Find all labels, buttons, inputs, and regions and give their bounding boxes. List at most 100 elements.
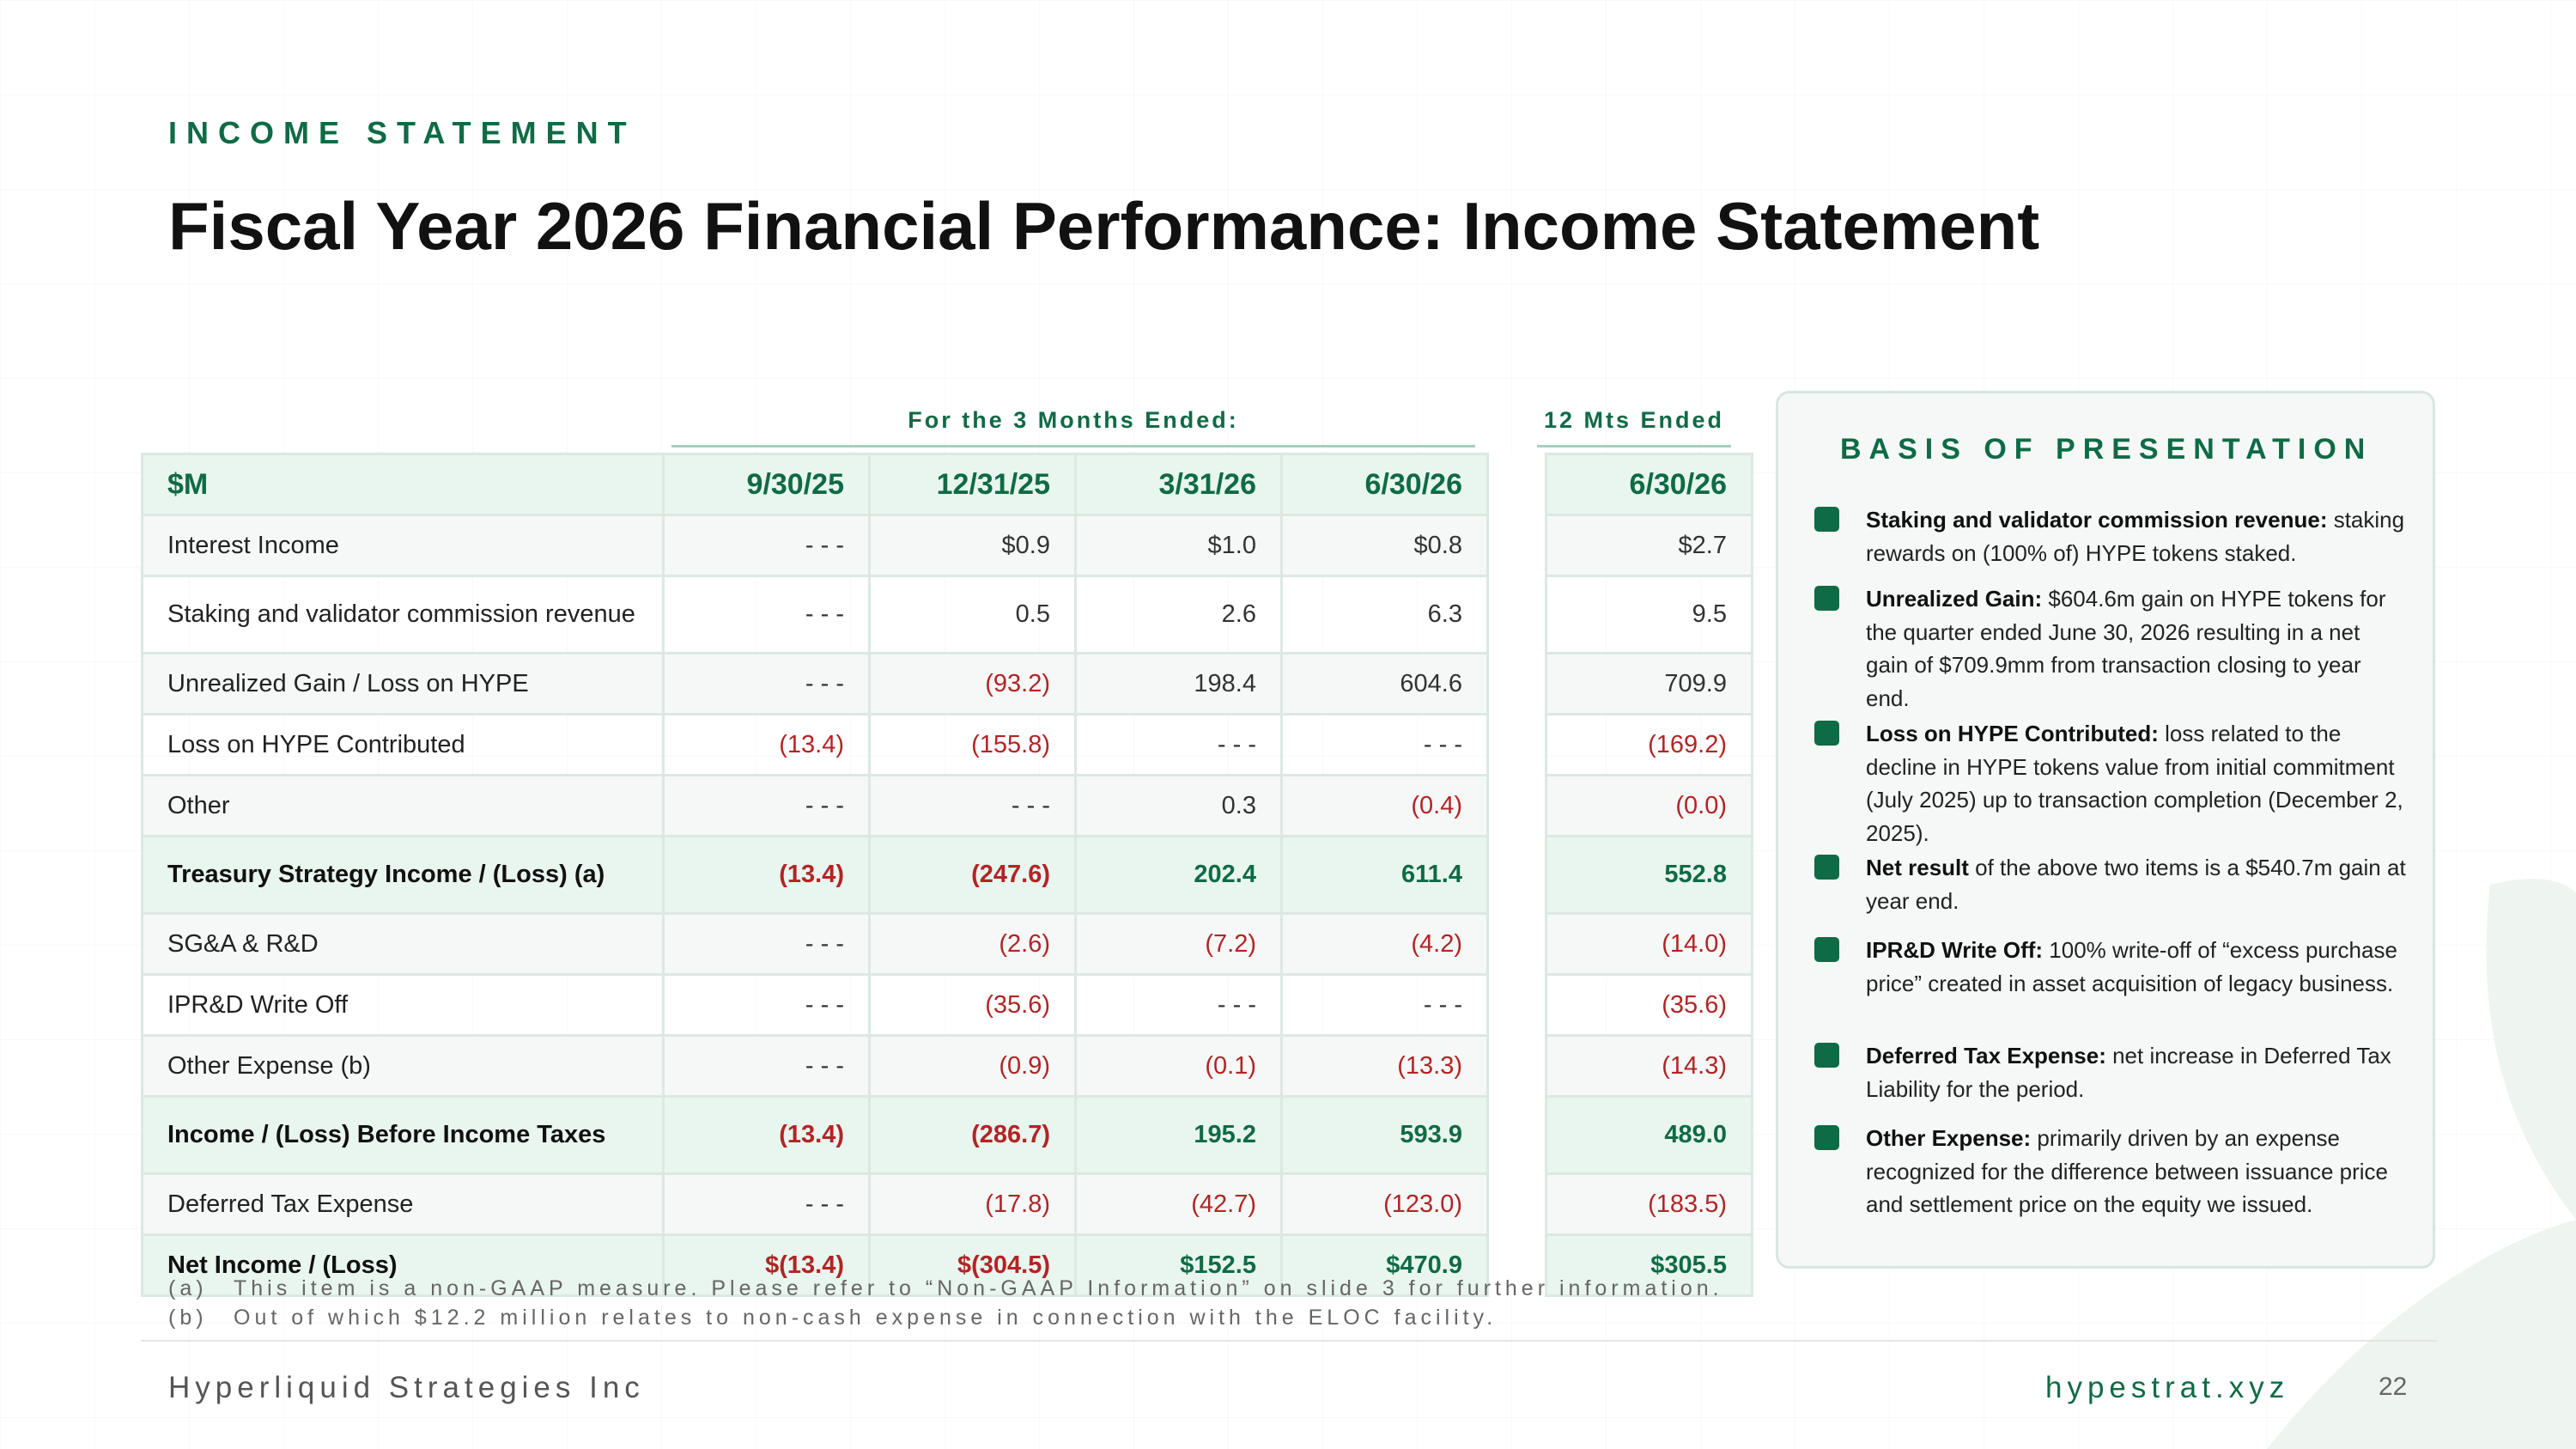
table-cell: $0.9 <box>868 514 1077 577</box>
basis-item: Deferred Tax Expense: net increase in De… <box>1814 1039 2407 1105</box>
column-gap <box>1487 1096 1546 1174</box>
row-label: Staking and validator commission revenue <box>141 575 665 654</box>
footnote: (a) This item is a non-GAAP measure. Plea… <box>168 1274 1723 1303</box>
table-cell: (7.2) <box>1074 912 1283 976</box>
basis-item: Net result of the above two items is a $… <box>1814 851 2407 917</box>
table-cell: - - - <box>1280 713 1489 776</box>
basis-term: Other Expense: <box>1866 1125 2032 1151</box>
footer-website-link[interactable]: hypestrat.xyz <box>2045 1371 2290 1404</box>
table-cell: 593.9 <box>1280 1095 1489 1175</box>
table-cell-annual: 552.8 <box>1545 835 1753 915</box>
footer-divider <box>141 1340 2437 1342</box>
table-cell: 2.6 <box>1074 575 1283 654</box>
table-row: Net Income / (Loss) $(13.4) $(304.5) $152.5… <box>141 1233 1753 1297</box>
basis-term: Deferred Tax Expense: <box>1866 1043 2106 1068</box>
row-label: IPR&D Write Off <box>141 973 665 1037</box>
page-number: 22 <box>2379 1373 2408 1401</box>
table-row: IPR&D Write Off - - - (35.6) - - -- - - (35.… <box>141 973 1753 1037</box>
table-cell: - - - <box>662 1172 871 1236</box>
footnote-text: Out of which $12.2 million relates to no… <box>234 1306 1498 1330</box>
bullet-square-icon <box>1814 937 1839 962</box>
column-gap <box>1487 836 1546 914</box>
table-row: Income / (Loss) Before Income Taxes (13.4… <box>141 1095 1753 1175</box>
basis-of-presentation-panel: BASIS OF PRESENTATION Staking and valida… <box>1776 391 2435 1269</box>
column-gap <box>1487 575 1546 654</box>
table-row: Other Expense (b) - - - (0.9) (0.1) (13.3) (1… <box>141 1034 1753 1098</box>
table-cell-annual: (35.6) <box>1545 973 1753 1037</box>
table-cell: 0.3 <box>1074 774 1283 837</box>
table-cell: $470.9 <box>1280 1233 1489 1297</box>
table-cell-annual: (14.3) <box>1545 1034 1753 1098</box>
basis-text: 100% write-off of “excess purchase price… <box>1866 937 2397 996</box>
column-header: 6/30/26 <box>1280 453 1489 516</box>
income-statement-table: $M 9/30/25 12/31/25 3/31/26 6/30/26 6/30… <box>141 453 1753 1297</box>
table-cell-annual: 489.0 <box>1545 1095 1753 1175</box>
bullet-square-icon <box>1814 1043 1839 1068</box>
table-cell: 611.4 <box>1280 835 1489 915</box>
table-cell: (2.6) <box>868 912 1077 976</box>
table-cell: - - - <box>662 973 871 1037</box>
table-cell-annual: $305.5 <box>1545 1233 1753 1297</box>
footnote: (b) Out of which $12.2 million relates to… <box>168 1303 1723 1332</box>
table-row: Staking and validator commission revenue… <box>141 575 1753 654</box>
table-cell: (13.4) <box>662 835 871 915</box>
table-row: Other - - -- - -0.3 (0.4) (0.0) <box>141 774 1753 837</box>
row-label: Other <box>141 774 665 837</box>
table-cell: (155.8) <box>868 713 1077 776</box>
basis-term: IPR&D Write Off: <box>1866 937 2044 963</box>
basis-text: primarily driven by an expense recognize… <box>1866 1125 2389 1217</box>
row-label: Other Expense (b) <box>141 1034 665 1098</box>
column-gap <box>1487 653 1546 715</box>
row-label: Loss on HYPE Contributed <box>141 713 665 776</box>
annual-group-label: 12 Mts Ended <box>1543 407 1725 433</box>
column-header: 9/30/25 <box>662 453 871 516</box>
footnotes: (a) This item is a non-GAAP measure. Plea… <box>168 1274 1723 1332</box>
footer-company: Hyperliquid Strategies Inc <box>168 1371 645 1404</box>
table-cell: (35.6) <box>868 973 1077 1037</box>
basis-term: Net result <box>1866 855 1969 880</box>
column-gap <box>1487 1173 1546 1235</box>
bullet-square-icon <box>1814 1125 1839 1150</box>
table-cell: - - - <box>662 774 871 837</box>
table-cell: $(13.4) <box>662 1233 871 1297</box>
table-cell: - - - <box>1280 973 1489 1037</box>
column-gap <box>1487 714 1546 776</box>
table-cell-annual: (183.5) <box>1545 1172 1753 1236</box>
basis-term: Loss on HYPE Contributed: <box>1866 721 2159 746</box>
table-cell: $1.0 <box>1074 514 1283 577</box>
quarterly-group-underline <box>671 445 1475 447</box>
basis-term: Staking and validator commission revenue… <box>1866 507 2328 533</box>
table-cell: - - - <box>662 652 871 715</box>
column-gap <box>1487 1234 1546 1296</box>
table-cell: - - - <box>662 575 871 654</box>
table-cell: $0.8 <box>1280 514 1489 577</box>
table-cell: (0.9) <box>868 1034 1077 1098</box>
table-cell-annual: 709.9 <box>1545 652 1753 715</box>
table-cell: (42.7) <box>1074 1172 1283 1236</box>
table-header-row: $M 9/30/25 12/31/25 3/31/26 6/30/26 6/30… <box>141 453 1753 516</box>
row-label: SG&A & R&D <box>141 912 665 976</box>
footnote-text: This item is a non-GAAP measure. Please … <box>234 1276 1723 1300</box>
table-row: Deferred Tax Expense - - - (17.8) (42.7) (12… <box>141 1172 1753 1236</box>
table-cell: - - - <box>1074 973 1283 1037</box>
table-cell: - - - <box>662 912 871 976</box>
row-label: Income / (Loss) Before Income Taxes <box>141 1095 665 1175</box>
table-cell: (286.7) <box>868 1095 1077 1175</box>
column-gap <box>1487 454 1546 515</box>
table-row: Unrealized Gain / Loss on HYPE - - - (93.2… <box>141 652 1753 715</box>
basis-item: Other Expense: primarily driven by an ex… <box>1814 1122 2407 1221</box>
table-cell: (247.6) <box>868 835 1077 915</box>
row-label: Net Income / (Loss) <box>141 1233 665 1297</box>
column-header: 6/30/26 <box>1545 453 1753 516</box>
section-label: INCOME STATEMENT <box>168 115 636 150</box>
column-gap <box>1487 974 1546 1036</box>
table-cell: 195.2 <box>1074 1095 1283 1175</box>
row-label: Interest Income <box>141 514 665 577</box>
footnote-marker: (a) <box>168 1276 208 1300</box>
table-cell: - - - <box>1074 713 1283 776</box>
basis-text: $604.6m gain on HYPE tokens for the quar… <box>1866 586 2386 711</box>
table-cell: (13.4) <box>662 1095 871 1175</box>
table-cell-annual: (169.2) <box>1545 713 1753 776</box>
table-cell: $(304.5) <box>868 1233 1077 1297</box>
basis-item: Staking and validator commission revenue… <box>1814 503 2407 569</box>
